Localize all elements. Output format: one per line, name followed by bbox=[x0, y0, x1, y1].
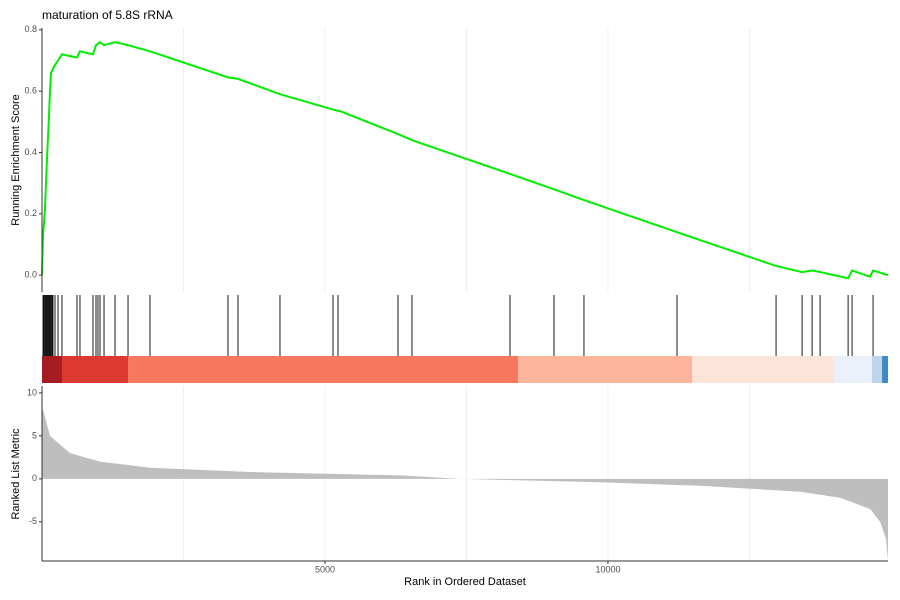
rank-band bbox=[128, 356, 519, 383]
chart-title: maturation of 5.8S rRNA bbox=[42, 8, 173, 22]
es-line bbox=[41, 40, 889, 280]
x-tick-label: 5000 bbox=[315, 564, 335, 574]
y-tick-label: 0.2 bbox=[24, 208, 37, 218]
rank-band bbox=[872, 356, 883, 383]
y-tick-label: 0.6 bbox=[24, 86, 37, 96]
y-tick-label: -5 bbox=[29, 516, 37, 526]
y-tick-label: 0.8 bbox=[24, 24, 37, 34]
rank-band bbox=[833, 356, 873, 383]
rank-band bbox=[42, 356, 62, 383]
rank-band bbox=[882, 356, 888, 383]
y-tick-label: 10 bbox=[27, 387, 37, 397]
rank-band bbox=[61, 356, 129, 383]
y-tick-label: 0 bbox=[32, 473, 37, 483]
x-axis-title: Rank in Ordered Dataset bbox=[404, 576, 526, 588]
y-tick-label: 0.0 bbox=[24, 270, 37, 280]
x-tick-label: 10000 bbox=[595, 564, 620, 574]
y-tick-label: 0.4 bbox=[24, 147, 37, 157]
y-axis-title: Ranked List Metric bbox=[10, 428, 22, 520]
y-tick-label: 5 bbox=[32, 430, 37, 440]
rank-band bbox=[518, 356, 693, 383]
rank-band bbox=[692, 356, 834, 383]
metric-area bbox=[42, 405, 888, 561]
y-axis-title: Running Enrichment Score bbox=[10, 94, 22, 225]
